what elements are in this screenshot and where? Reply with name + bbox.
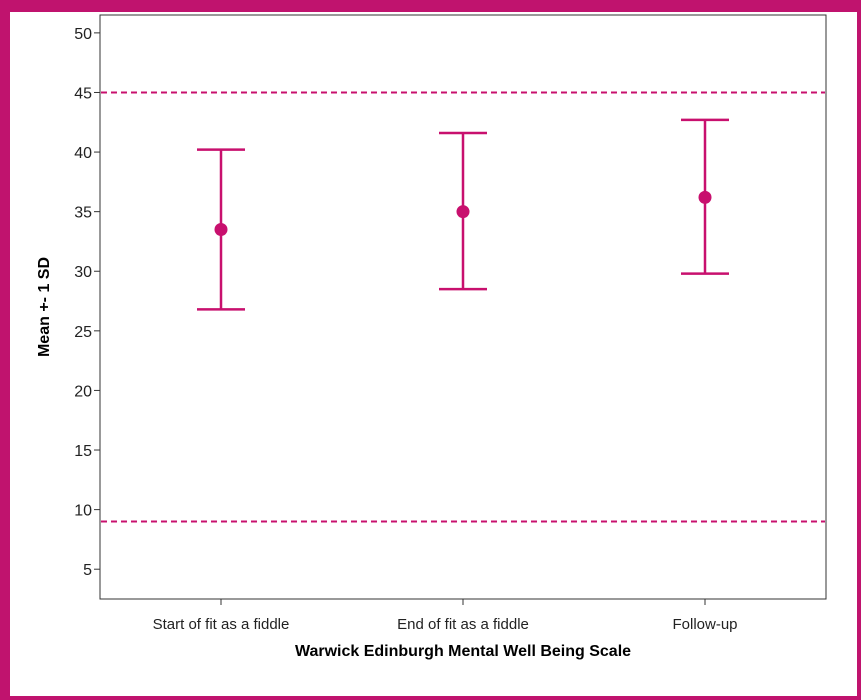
y-axis: 5 10 15 20 25 30 35 40 45 50 bbox=[74, 26, 100, 579]
y-tick-label: 5 bbox=[83, 562, 92, 579]
y-tick-label: 10 bbox=[74, 503, 92, 520]
mean-point bbox=[214, 223, 228, 237]
x-tick-label: End of fit as a fiddle bbox=[397, 616, 529, 633]
x-axis-title: Warwick Edinburgh Mental Well Being Scal… bbox=[295, 643, 631, 660]
y-tick-label: 35 bbox=[74, 205, 92, 222]
mean-point bbox=[698, 190, 712, 204]
error-bar-series bbox=[197, 118, 729, 311]
y-tick-label: 20 bbox=[74, 383, 92, 400]
y-tick-label: 50 bbox=[74, 26, 92, 43]
y-tick-label: 40 bbox=[74, 145, 92, 162]
y-tick-label: 15 bbox=[74, 443, 92, 460]
reference-lines bbox=[101, 91, 825, 523]
x-tick-label: Follow-up bbox=[672, 616, 737, 633]
x-tick-label: Start of fit as a fiddle bbox=[153, 616, 290, 633]
y-tick-label: 25 bbox=[74, 324, 92, 341]
y-tick-label: 45 bbox=[74, 85, 92, 102]
y-tick-label: 30 bbox=[74, 264, 92, 281]
mean-point bbox=[456, 205, 470, 219]
x-axis: Start of fit as a fiddle End of fit as a … bbox=[153, 599, 738, 633]
y-axis-title: Mean +- 1 SD bbox=[36, 257, 53, 357]
plot-area bbox=[99, 14, 827, 600]
